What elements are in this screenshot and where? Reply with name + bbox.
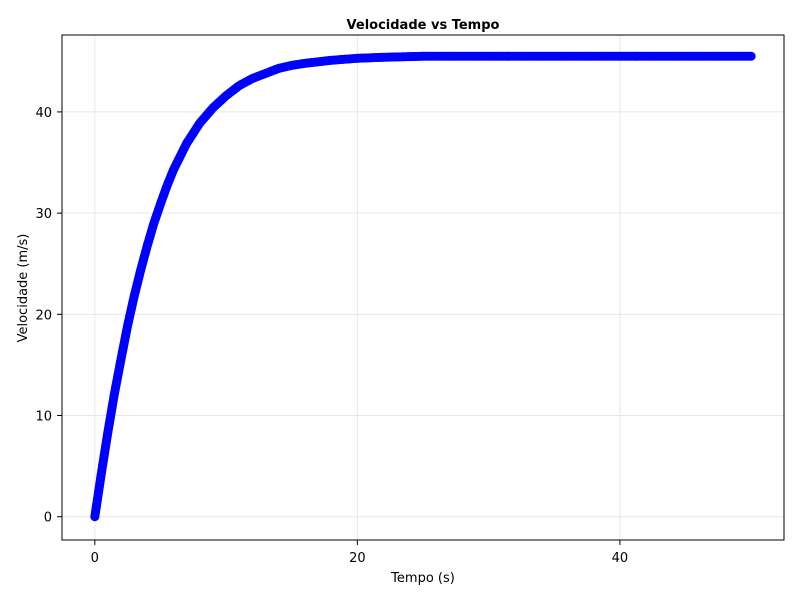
plot-frame [61, 34, 785, 541]
y-tick-label: 10 [35, 410, 52, 425]
y-axis-label: Velocidade (m/s) [16, 234, 31, 343]
y-tick-label: 0 [44, 511, 52, 526]
chart-title: Velocidade vs Tempo [347, 18, 500, 33]
x-axis-label: Tempo (s) [390, 571, 455, 586]
x-tick-label: 40 [612, 551, 629, 566]
grid-layer [62, 35, 784, 540]
data-point [746, 51, 756, 61]
data-layer [90, 51, 756, 522]
x-tick-label: 0 [91, 551, 99, 566]
y-tick-label: 20 [35, 308, 52, 323]
y-tick-label: 30 [35, 207, 52, 222]
y-tick-label: 40 [35, 106, 52, 121]
x-tick-label: 20 [349, 551, 366, 566]
tick-layer: 0 20 40 0 10 20 30 40 [35, 106, 628, 566]
